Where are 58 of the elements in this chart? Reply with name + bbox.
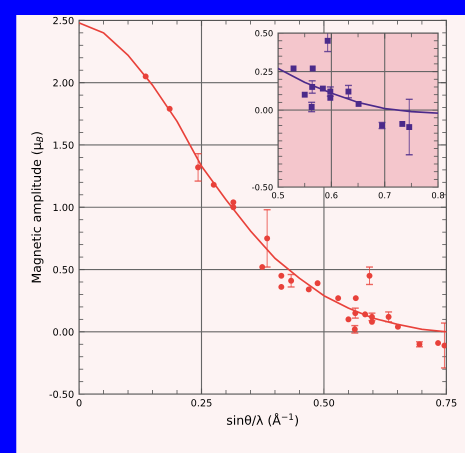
y-tick-label: 2.00 <box>53 79 74 87</box>
point <box>314 280 321 286</box>
point <box>356 100 362 107</box>
x-tick-label: 0.5 <box>272 192 284 198</box>
x-tick-label: 0.8 <box>432 192 444 198</box>
y-tick-label: 0.00 <box>255 107 273 114</box>
point <box>309 84 316 90</box>
point <box>259 264 266 270</box>
x-tick-label: 0.6 <box>325 192 338 198</box>
point <box>230 204 236 210</box>
point <box>435 340 442 346</box>
x-tick-label: 0 <box>76 399 82 406</box>
y-tick-label: 2.50 <box>53 16 74 24</box>
point <box>288 278 294 284</box>
y-tick-label: 1.50 <box>54 141 74 149</box>
point <box>366 272 372 279</box>
point <box>394 324 401 330</box>
y-tick-label: 0.50 <box>255 30 273 36</box>
point <box>166 106 173 112</box>
x-axis-title: sinθ/λ (Å$^{−1}$) <box>226 413 298 426</box>
point <box>352 295 359 302</box>
point <box>278 272 284 279</box>
x-tick-label: 0.25 <box>191 399 212 406</box>
point <box>320 86 326 92</box>
point <box>302 92 308 98</box>
point <box>324 38 331 44</box>
point <box>441 342 446 348</box>
point <box>195 164 202 170</box>
point <box>290 66 296 72</box>
y-tick-label: -0.50 <box>50 390 74 398</box>
point <box>362 311 368 318</box>
point <box>142 73 149 80</box>
point <box>345 316 352 322</box>
point <box>335 295 342 302</box>
x-tick-label: 0.75 <box>436 399 456 406</box>
point <box>210 182 217 188</box>
point <box>399 120 406 127</box>
point <box>327 88 334 95</box>
y-tick-label: 0.25 <box>255 68 272 75</box>
point <box>327 94 334 101</box>
point <box>264 235 270 242</box>
y-tick-label: -0.50 <box>252 184 273 190</box>
point <box>386 314 392 320</box>
x-tick-label: 0.7 <box>378 192 391 198</box>
point <box>310 66 316 72</box>
point <box>278 284 284 290</box>
point <box>230 199 236 206</box>
y-axis-title: Magnetic amplitude (μ$_{B}$) <box>31 132 44 282</box>
point <box>346 88 352 95</box>
point <box>308 104 315 110</box>
point <box>406 124 412 130</box>
y-tick-label: 0.00 <box>53 328 74 336</box>
point <box>352 310 358 316</box>
y-tick-label: 1.00 <box>54 204 74 212</box>
point <box>306 286 312 292</box>
y-tick-label: 0.50 <box>53 266 74 274</box>
point <box>369 318 375 325</box>
x-tick-label: 0.50 <box>314 399 334 406</box>
